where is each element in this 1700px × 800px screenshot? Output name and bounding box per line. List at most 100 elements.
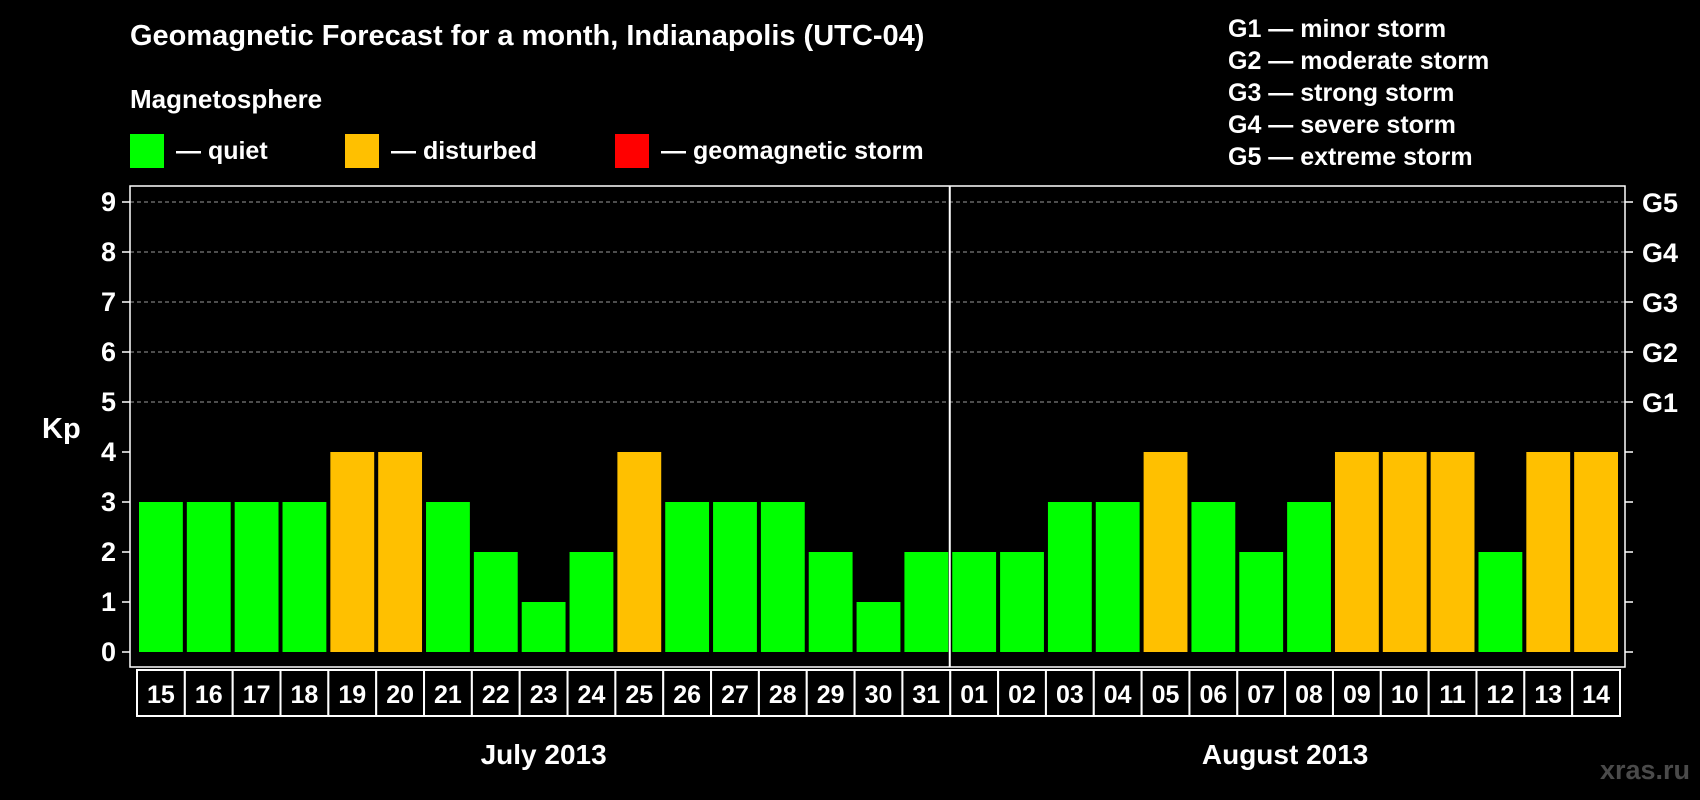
y-tick-label-8: 8 — [101, 237, 116, 267]
legend-disturbed-swatch — [345, 134, 379, 168]
date-cell-29 — [1475, 669, 1526, 717]
date-label-17: 31 — [912, 681, 940, 709]
bar-3 — [234, 502, 279, 652]
date-label-14: 28 — [769, 681, 797, 709]
date-label-30: 13 — [1534, 681, 1562, 709]
date-label-3: 17 — [243, 681, 271, 709]
bar-26 — [1334, 452, 1379, 652]
plot-frame — [129, 185, 1626, 668]
date-cell-22 — [1140, 669, 1191, 717]
legend-storm-swatch — [615, 134, 649, 168]
date-cell-6 — [375, 669, 426, 717]
date-label-11: 25 — [625, 681, 653, 709]
bar-16 — [856, 602, 901, 652]
storm-level-g1: G1 — minor storm — [1228, 15, 1447, 43]
right-axis-label-g2: G2 — [1642, 338, 1678, 368]
date-label-29: 12 — [1486, 681, 1514, 709]
date-cell-16 — [853, 669, 904, 717]
legend-quiet-label: — quiet — [176, 136, 268, 165]
date-label-12: 26 — [673, 681, 701, 709]
date-label-20: 03 — [1056, 681, 1084, 709]
date-label-9: 23 — [530, 681, 558, 709]
storm-level-g2: G2 — moderate storm — [1228, 47, 1490, 75]
chart-title: Geomagnetic Forecast for a month, Indian… — [130, 20, 925, 52]
date-label-15: 29 — [817, 681, 845, 709]
bar-21 — [1095, 502, 1140, 652]
date-label-10: 24 — [578, 681, 606, 709]
date-label-27: 10 — [1391, 681, 1419, 709]
bar-15 — [808, 552, 853, 652]
month-label-1: July 2013 — [481, 739, 607, 770]
date-cell-17 — [901, 669, 952, 717]
date-cell-3 — [231, 669, 282, 717]
y-tick-label-6: 6 — [101, 337, 116, 367]
date-label-8: 22 — [482, 681, 510, 709]
date-label-1: 15 — [147, 681, 175, 709]
bar-28 — [1430, 452, 1475, 652]
date-label-25: 08 — [1295, 681, 1323, 709]
date-label-21: 04 — [1104, 681, 1132, 709]
date-label-18: 01 — [960, 681, 988, 709]
date-label-24: 07 — [1247, 681, 1275, 709]
magnetosphere-heading: Magnetosphere — [130, 84, 323, 114]
bar-6 — [378, 452, 423, 652]
right-axis-label-g1: G1 — [1642, 388, 1678, 418]
bar-29 — [1478, 552, 1523, 652]
right-axis-label-g4: G4 — [1642, 238, 1678, 268]
date-label-7: 21 — [434, 681, 462, 709]
bar-20 — [1047, 502, 1092, 652]
watermark: xras.ru — [1599, 755, 1690, 785]
bar-22 — [1143, 452, 1188, 652]
right-axis-label-g5: G5 — [1642, 188, 1678, 218]
y-tick-label-0: 0 — [101, 637, 116, 667]
bar-9 — [521, 602, 566, 652]
date-label-19: 02 — [1008, 681, 1036, 709]
y-tick-label-9: 9 — [101, 187, 116, 217]
date-label-6: 20 — [386, 681, 414, 709]
date-cell-2 — [183, 669, 234, 717]
storm-level-g4: G4 — severe storm — [1228, 111, 1456, 139]
date-label-31: 14 — [1582, 681, 1610, 709]
bar-31 — [1574, 452, 1618, 652]
y-axis-label: Kp — [42, 413, 81, 445]
date-cell-19 — [997, 669, 1047, 717]
legend-quiet: — quiet — [130, 134, 268, 168]
bar-4 — [282, 502, 327, 652]
bar-2 — [186, 502, 231, 652]
bar-5 — [330, 452, 375, 652]
bar-23 — [1191, 502, 1236, 652]
bar-30 — [1526, 452, 1571, 652]
bar-17 — [904, 552, 949, 652]
bar-12 — [665, 502, 710, 652]
month-label-2: August 2013 — [1202, 739, 1369, 770]
storm-level-g3: G3 — strong storm — [1228, 79, 1455, 107]
legend-storm-label: — geomagnetic storm — [661, 136, 924, 165]
date-cell-13 — [710, 669, 760, 717]
date-label-4: 18 — [291, 681, 319, 709]
date-label-16: 30 — [865, 681, 893, 709]
bar-18 — [952, 552, 997, 652]
legend-disturbed-label: — disturbed — [391, 136, 537, 165]
bar-11 — [617, 452, 662, 652]
y-tick-label-4: 4 — [101, 437, 116, 467]
date-label-5: 19 — [338, 681, 366, 709]
legend-disturbed: — disturbed — [345, 134, 537, 168]
legend-quiet-swatch — [130, 134, 164, 168]
date-label-28: 11 — [1439, 681, 1466, 709]
bar-13 — [713, 502, 757, 652]
bar-1 — [139, 502, 183, 652]
date-label-2: 16 — [195, 681, 223, 709]
legend-storm: — geomagnetic storm — [615, 134, 924, 168]
date-label-23: 06 — [1199, 681, 1227, 709]
date-cell-25 — [1284, 669, 1334, 717]
date-cell-31 — [1571, 669, 1621, 717]
date-cell-10 — [566, 669, 617, 717]
date-cell-23 — [1188, 669, 1239, 717]
bar-25 — [1287, 502, 1331, 652]
bar-27 — [1382, 452, 1427, 652]
bar-19 — [1000, 552, 1044, 652]
y-tick-label-2: 2 — [101, 537, 116, 567]
right-axis-label-g3: G3 — [1642, 288, 1678, 318]
date-label-13: 27 — [721, 681, 749, 709]
